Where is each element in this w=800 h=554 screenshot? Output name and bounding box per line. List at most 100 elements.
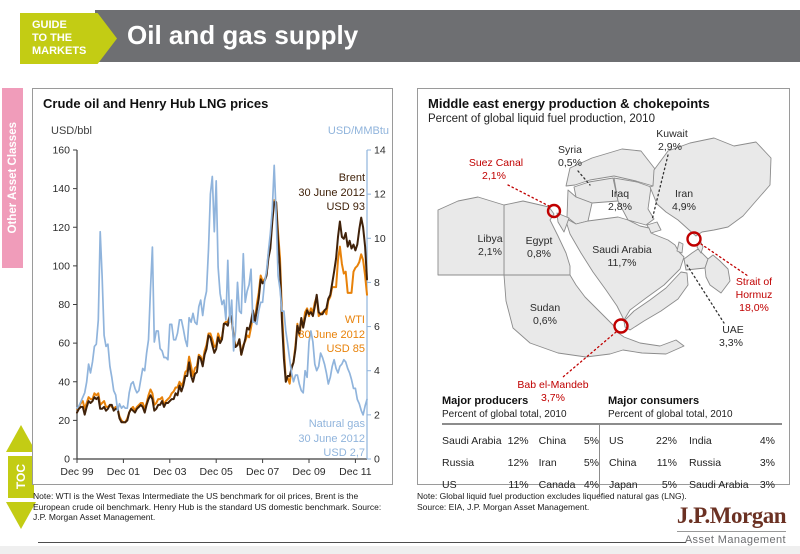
- consumers-header: Major consumers Percent of global total,…: [599, 395, 782, 420]
- sudan-africa-shape: [503, 274, 685, 358]
- svg-text:Dec 03: Dec 03: [153, 466, 186, 478]
- cell-country: Iran: [538, 457, 557, 469]
- cell-country: India: [689, 435, 712, 447]
- cell-value: 4%: [583, 479, 599, 491]
- annotation-line: USD 85: [326, 343, 365, 355]
- svg-text:140: 140: [52, 183, 70, 195]
- section-tab-other-asset-classes[interactable]: Other Asset Classes: [2, 88, 23, 268]
- cell-value: 5%: [661, 479, 677, 491]
- oman-shape: [704, 254, 731, 294]
- cell-value: 11%: [508, 479, 529, 491]
- suez-canal-label: Suez Canal: [469, 157, 523, 169]
- cell-country: Saudi Arabia: [442, 435, 502, 447]
- annotation-line: Brent: [338, 172, 365, 184]
- chart-title: Crude oil and Henry Hub LNG prices: [43, 96, 269, 111]
- libya-label: Libya: [477, 233, 502, 245]
- svg-text:Dec 99: Dec 99: [60, 466, 93, 478]
- svg-text:20: 20: [58, 415, 70, 427]
- suez-canal-marker: [546, 203, 562, 219]
- page-title: Oil and gas supply: [127, 20, 359, 50]
- table-row: China 11% Russia 3%: [609, 452, 782, 474]
- saudi-arabia-shape: [564, 216, 685, 321]
- syria-value: 0,5%: [558, 157, 582, 169]
- cell-country: Japan: [609, 479, 638, 491]
- map-title: Middle east energy production & chokepoi…: [428, 96, 710, 111]
- hormuz-label-1: Strait of: [736, 276, 772, 288]
- syria-label: Syria: [558, 144, 582, 156]
- cell-value: 22%: [655, 435, 677, 447]
- sudan-label: Sudan: [530, 302, 561, 314]
- svg-text:10: 10: [374, 233, 386, 245]
- table-row: US 11% Canada 4%: [442, 474, 599, 496]
- kuwait-value: 2,9%: [658, 141, 682, 153]
- svg-text:0: 0: [64, 454, 70, 466]
- jpmorgan-wordmark: J.P.Morgan: [676, 503, 787, 532]
- svg-text:6: 6: [374, 321, 380, 333]
- svg-text:Dec 07: Dec 07: [246, 466, 279, 478]
- egypt-value: 0,8%: [527, 248, 551, 260]
- country-labels: Syria 0,5% Kuwait 2,9% Iraq 2,8% Iran 4,…: [477, 128, 743, 349]
- cell-value: 5%: [583, 435, 599, 447]
- yemen-shape: [623, 271, 689, 331]
- hormuz-value: 18,0%: [739, 302, 769, 314]
- middle-east-map: Syria 0,5% Kuwait 2,9% Iraq 2,8% Iran 4,…: [437, 128, 773, 404]
- bab-el-mandeb-label: Bab el-Mandeb: [517, 379, 588, 391]
- toc-button[interactable]: TOC: [8, 456, 34, 498]
- svg-text:120: 120: [52, 222, 70, 234]
- annotation-line: USD 2,7: [323, 447, 365, 459]
- label-connectors: [507, 154, 749, 378]
- svg-text:2: 2: [374, 409, 380, 421]
- annotation-line: 30 June 2012: [298, 328, 365, 341]
- consumers-subtitle: Percent of global total, 2010: [608, 409, 733, 420]
- producers-table: Saudi Arabia 12% China 5% Russia 12% Ira…: [442, 425, 599, 496]
- saudi-value: 11,7%: [608, 257, 637, 269]
- svg-text:160: 160: [52, 145, 70, 157]
- hormuz-connector: [700, 243, 749, 277]
- kuwait-label: Kuwait: [656, 128, 688, 140]
- table-row: Japan 5% Saudi Arabia 3%: [609, 474, 782, 496]
- cell-country: China: [538, 435, 567, 447]
- suez-connector: [507, 184, 550, 207]
- middle-east-map-panel: Middle east energy production & chokepoi…: [417, 88, 790, 496]
- badge-line: MARKETS: [32, 45, 87, 57]
- natural-gas-annotation: Natural gas 30 June 2012 USD 2,7: [298, 417, 365, 461]
- svg-text:Dec 11: Dec 11: [339, 466, 372, 478]
- header-bar: Oil and gas supply: [95, 10, 800, 62]
- section-tab-label: Other Asset Classes: [6, 122, 19, 234]
- sudan-value: 0,6%: [533, 315, 557, 327]
- cell-country: Russia: [689, 457, 722, 469]
- chokepoint-labels: Suez Canal 2,1% Strait of Hormuz 18,0% B…: [469, 157, 773, 404]
- footer-divider: [38, 542, 686, 543]
- egypt-label: Egypt: [526, 235, 553, 247]
- cell-value: 12%: [507, 435, 529, 447]
- badge-line: GUIDE: [32, 19, 67, 31]
- qatar-shape: [676, 241, 684, 254]
- wti-annotation: WTI 30 June 2012 USD 85: [298, 313, 365, 357]
- cell-value: 5%: [583, 457, 599, 469]
- toc-down-arrow-button[interactable]: [6, 502, 36, 529]
- sinai-shape: [556, 212, 570, 233]
- hormuz-label-2: Hormuz: [736, 289, 773, 301]
- toc-up-arrow-button[interactable]: [6, 425, 36, 452]
- consumers-title: Major consumers: [608, 395, 700, 407]
- iran-value: 4,9%: [672, 201, 696, 213]
- annotation-line: 30 June 2012: [298, 432, 365, 445]
- annotation-line: WTI: [344, 314, 365, 326]
- table-row: Saudi Arabia 12% China 5%: [442, 430, 599, 452]
- producers-subtitle: Percent of global total, 2010: [442, 409, 567, 420]
- chokepoint-markers: [546, 203, 702, 334]
- brent-annotation: Brent 30 June 2012 USD 93: [298, 171, 365, 215]
- jpmorgan-logo: J.P.Morgan Asset Management: [676, 503, 787, 546]
- producers-consumers-tables: Major producers Percent of global total,…: [442, 395, 782, 496]
- cell-country: US: [609, 435, 624, 447]
- iran-label: Iran: [675, 188, 693, 200]
- cell-value: 4%: [759, 435, 775, 447]
- svg-text:100: 100: [52, 260, 70, 272]
- consumers-table: US 22% India 4% China 11% Russia 3% Japa…: [599, 425, 782, 496]
- right-footnote: Note: Global liquid fuel production excl…: [417, 491, 687, 512]
- left-footnote: Note: WTI is the West Texas Intermediate…: [33, 491, 382, 522]
- slide-bottom-edge: [0, 546, 800, 554]
- table-header-rule: [442, 423, 782, 425]
- cell-country: Saudi Arabia: [689, 479, 749, 491]
